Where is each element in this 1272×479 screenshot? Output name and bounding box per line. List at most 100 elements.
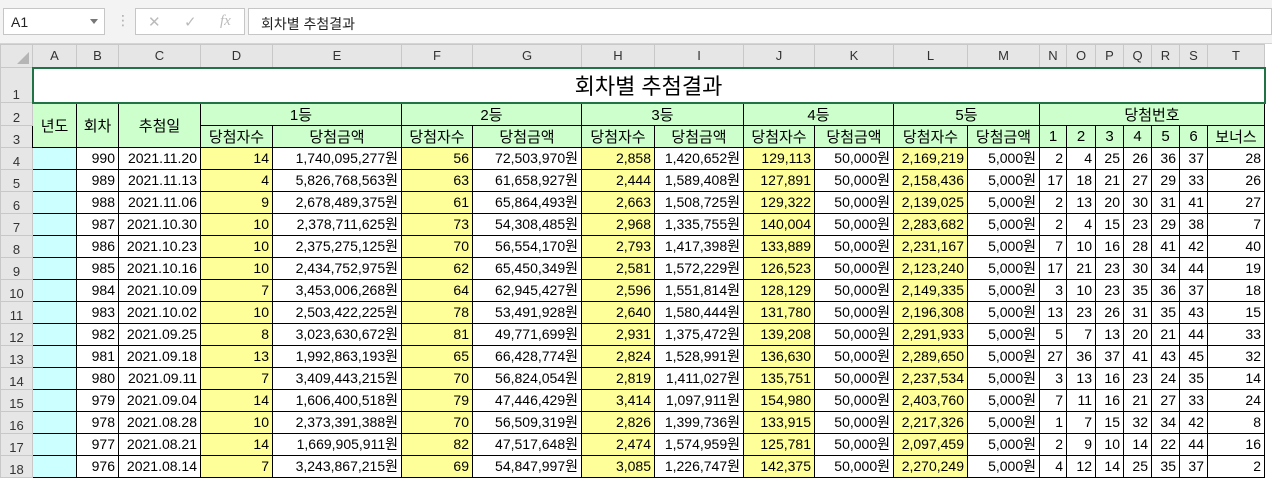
insert-function-icon[interactable]: fx — [220, 13, 231, 29]
cell-L[interactable]: 2,217,326 — [893, 410, 968, 434]
cell-O[interactable]: 12 — [1066, 454, 1096, 478]
cell-T[interactable]: 27 — [1207, 190, 1265, 214]
header-number-3[interactable]: 3 — [1095, 124, 1124, 148]
cell-S[interactable]: 41 — [1179, 190, 1208, 214]
cell-N[interactable]: 7 — [1039, 388, 1067, 412]
cell-B[interactable]: 981 — [76, 344, 119, 368]
name-box[interactable]: A1 — [3, 8, 105, 35]
cell-D[interactable]: 7 — [200, 278, 273, 302]
cell-I[interactable]: 1,417,398원 — [654, 234, 744, 258]
header-number-2[interactable]: 2 — [1066, 124, 1096, 148]
column-header-C[interactable]: C — [118, 44, 201, 68]
cell-T[interactable]: 15 — [1207, 300, 1265, 324]
cell-L[interactable]: 2,270,249 — [893, 454, 968, 478]
header-number-4[interactable]: 4 — [1123, 124, 1152, 148]
column-header-O[interactable]: O — [1066, 44, 1096, 68]
column-header-A[interactable]: A — [32, 44, 77, 68]
cell-S[interactable]: 45 — [1179, 344, 1208, 368]
cell-G[interactable]: 47,517,648원 — [472, 432, 582, 456]
cell-I[interactable]: 1,097,911원 — [654, 388, 744, 412]
cell-N[interactable]: 2 — [1039, 146, 1067, 170]
cell-F[interactable]: 63 — [401, 168, 473, 192]
column-header-N[interactable]: N — [1039, 44, 1067, 68]
cell-K[interactable]: 50,000원 — [814, 366, 894, 390]
cell-H[interactable]: 2,663 — [581, 190, 655, 214]
cell-L[interactable]: 2,403,760 — [893, 388, 968, 412]
header-date[interactable]: 추첨일 — [118, 102, 201, 148]
cell-O[interactable]: 13 — [1066, 190, 1096, 214]
cell-S[interactable]: 42 — [1179, 234, 1208, 258]
sheet-title[interactable]: 회차별 추첨결과 — [31, 66, 1266, 104]
row-header-2[interactable]: 2 — [0, 102, 33, 126]
cell-R[interactable]: 24 — [1151, 366, 1180, 390]
cell-B[interactable]: 977 — [76, 432, 119, 456]
cell-N[interactable]: 7 — [1039, 234, 1067, 258]
column-header-H[interactable]: H — [581, 44, 655, 68]
cell-J[interactable]: 129,113 — [743, 146, 815, 170]
cell-T[interactable]: 16 — [1207, 432, 1265, 456]
cell-G[interactable]: 54,847,997원 — [472, 454, 582, 478]
cell-B[interactable]: 976 — [76, 454, 119, 478]
cell-Q[interactable]: 26 — [1123, 146, 1152, 170]
cell-L[interactable]: 2,196,308 — [893, 300, 968, 324]
cell-E[interactable]: 2,434,752,975원 — [272, 256, 402, 280]
cell-P[interactable]: 14 — [1095, 454, 1124, 478]
cell-E[interactable]: 2,373,391,388원 — [272, 410, 402, 434]
row-header-18[interactable]: 18 — [0, 454, 33, 478]
row-header-16[interactable]: 16 — [0, 410, 33, 434]
formula-input[interactable]: 회차별 추첨결과 — [248, 8, 1272, 35]
cell-D[interactable]: 14 — [200, 388, 273, 412]
cell-Q[interactable]: 23 — [1123, 366, 1152, 390]
cell-K[interactable]: 50,000원 — [814, 454, 894, 478]
cell-P[interactable]: 13 — [1095, 322, 1124, 346]
header-prize-amount[interactable]: 당첨금액 — [472, 124, 582, 148]
cell-I[interactable]: 1,572,229원 — [654, 256, 744, 280]
cell-I[interactable]: 1,375,472원 — [654, 322, 744, 346]
header-winner-count[interactable]: 당첨자수 — [200, 124, 273, 148]
cell-E[interactable]: 2,378,711,625원 — [272, 212, 402, 236]
cell-E[interactable]: 3,409,443,215원 — [272, 366, 402, 390]
cell-T[interactable]: 24 — [1207, 388, 1265, 412]
cell-N[interactable]: 3 — [1039, 278, 1067, 302]
select-all-button[interactable] — [0, 44, 33, 68]
cell-J[interactable]: 128,129 — [743, 278, 815, 302]
row-header-3[interactable]: 3 — [0, 124, 33, 148]
cell-D[interactable]: 10 — [200, 300, 273, 324]
header-prize-2[interactable]: 2등 — [401, 102, 582, 126]
cell-E[interactable]: 3,243,867,215원 — [272, 454, 402, 478]
cell-S[interactable]: 42 — [1179, 410, 1208, 434]
cell-B[interactable]: 986 — [76, 234, 119, 258]
header-winner-count[interactable]: 당첨자수 — [581, 124, 655, 148]
column-header-J[interactable]: J — [743, 44, 815, 68]
cell-D[interactable]: 14 — [200, 432, 273, 456]
cell-Q[interactable]: 30 — [1123, 190, 1152, 214]
cell-K[interactable]: 50,000원 — [814, 168, 894, 192]
cell-S[interactable]: 38 — [1179, 212, 1208, 236]
cell-D[interactable]: 10 — [200, 256, 273, 280]
cell-I[interactable]: 1,528,991원 — [654, 344, 744, 368]
cell-J[interactable]: 135,751 — [743, 366, 815, 390]
cell-D[interactable]: 7 — [200, 366, 273, 390]
cell-Q[interactable]: 25 — [1123, 454, 1152, 478]
cell-C[interactable]: 2021.11.13 — [118, 168, 201, 192]
cell-R[interactable]: 35 — [1151, 454, 1180, 478]
cell-R[interactable]: 41 — [1151, 234, 1180, 258]
cell-M[interactable]: 5,000원 — [967, 432, 1040, 456]
cell-G[interactable]: 61,658,927원 — [472, 168, 582, 192]
cell-O[interactable]: 4 — [1066, 212, 1096, 236]
header-winner-count[interactable]: 당첨자수 — [743, 124, 815, 148]
row-header-1[interactable]: 1 — [0, 67, 33, 103]
year-cell[interactable] — [32, 432, 77, 456]
year-cell[interactable] — [32, 190, 77, 214]
column-header-D[interactable]: D — [200, 44, 273, 68]
cell-R[interactable]: 31 — [1151, 190, 1180, 214]
row-header-11[interactable]: 11 — [0, 300, 33, 324]
cell-T[interactable]: 8 — [1207, 410, 1265, 434]
cell-T[interactable]: 28 — [1207, 146, 1265, 170]
cell-P[interactable]: 16 — [1095, 388, 1124, 412]
cell-M[interactable]: 5,000원 — [967, 212, 1040, 236]
cell-R[interactable]: 21 — [1151, 322, 1180, 346]
column-header-B[interactable]: B — [76, 44, 119, 68]
cell-G[interactable]: 49,771,699원 — [472, 322, 582, 346]
row-header-7[interactable]: 7 — [0, 212, 33, 236]
